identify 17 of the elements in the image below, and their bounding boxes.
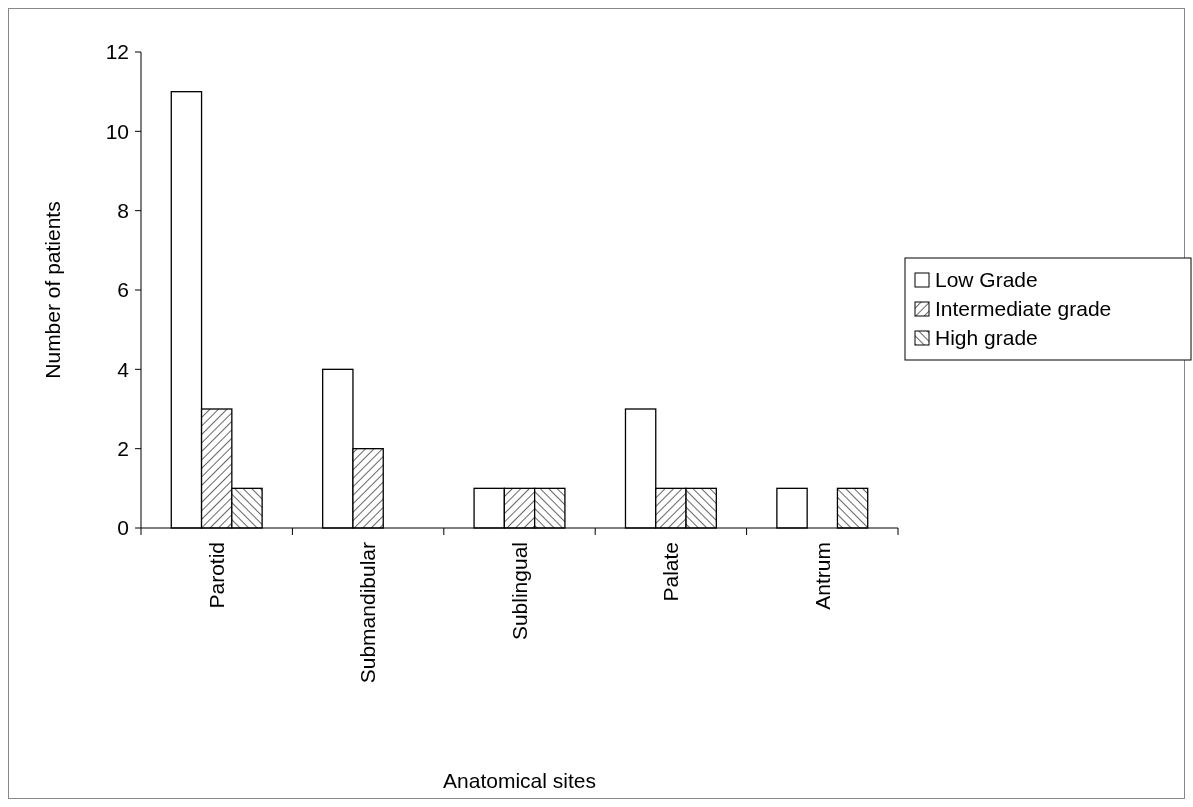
x-tick-label: Sublingual bbox=[507, 542, 531, 641]
y-tick-label: 4 bbox=[117, 357, 130, 381]
x-axis-title: Anatomical sites bbox=[443, 769, 596, 792]
y-tick-label: 12 bbox=[105, 40, 129, 64]
y-tick-label: 6 bbox=[117, 278, 129, 302]
y-tick-label: 8 bbox=[117, 199, 129, 223]
x-tick-label: Antrum bbox=[810, 542, 834, 610]
y-tick-label: 10 bbox=[105, 119, 129, 143]
y-tick-label: 0 bbox=[117, 516, 129, 540]
legend-label: High grade bbox=[935, 326, 1038, 350]
legend-label: Intermediate grade bbox=[935, 297, 1112, 321]
y-tick-label: 2 bbox=[117, 437, 129, 461]
y-axis-title: Number of patients bbox=[41, 201, 64, 379]
x-tick-label: Palate bbox=[659, 542, 683, 602]
x-tick-label: Submandibular bbox=[356, 542, 380, 684]
legend-label: Low Grade bbox=[935, 268, 1038, 292]
x-tick-label: Parotid bbox=[205, 542, 229, 609]
